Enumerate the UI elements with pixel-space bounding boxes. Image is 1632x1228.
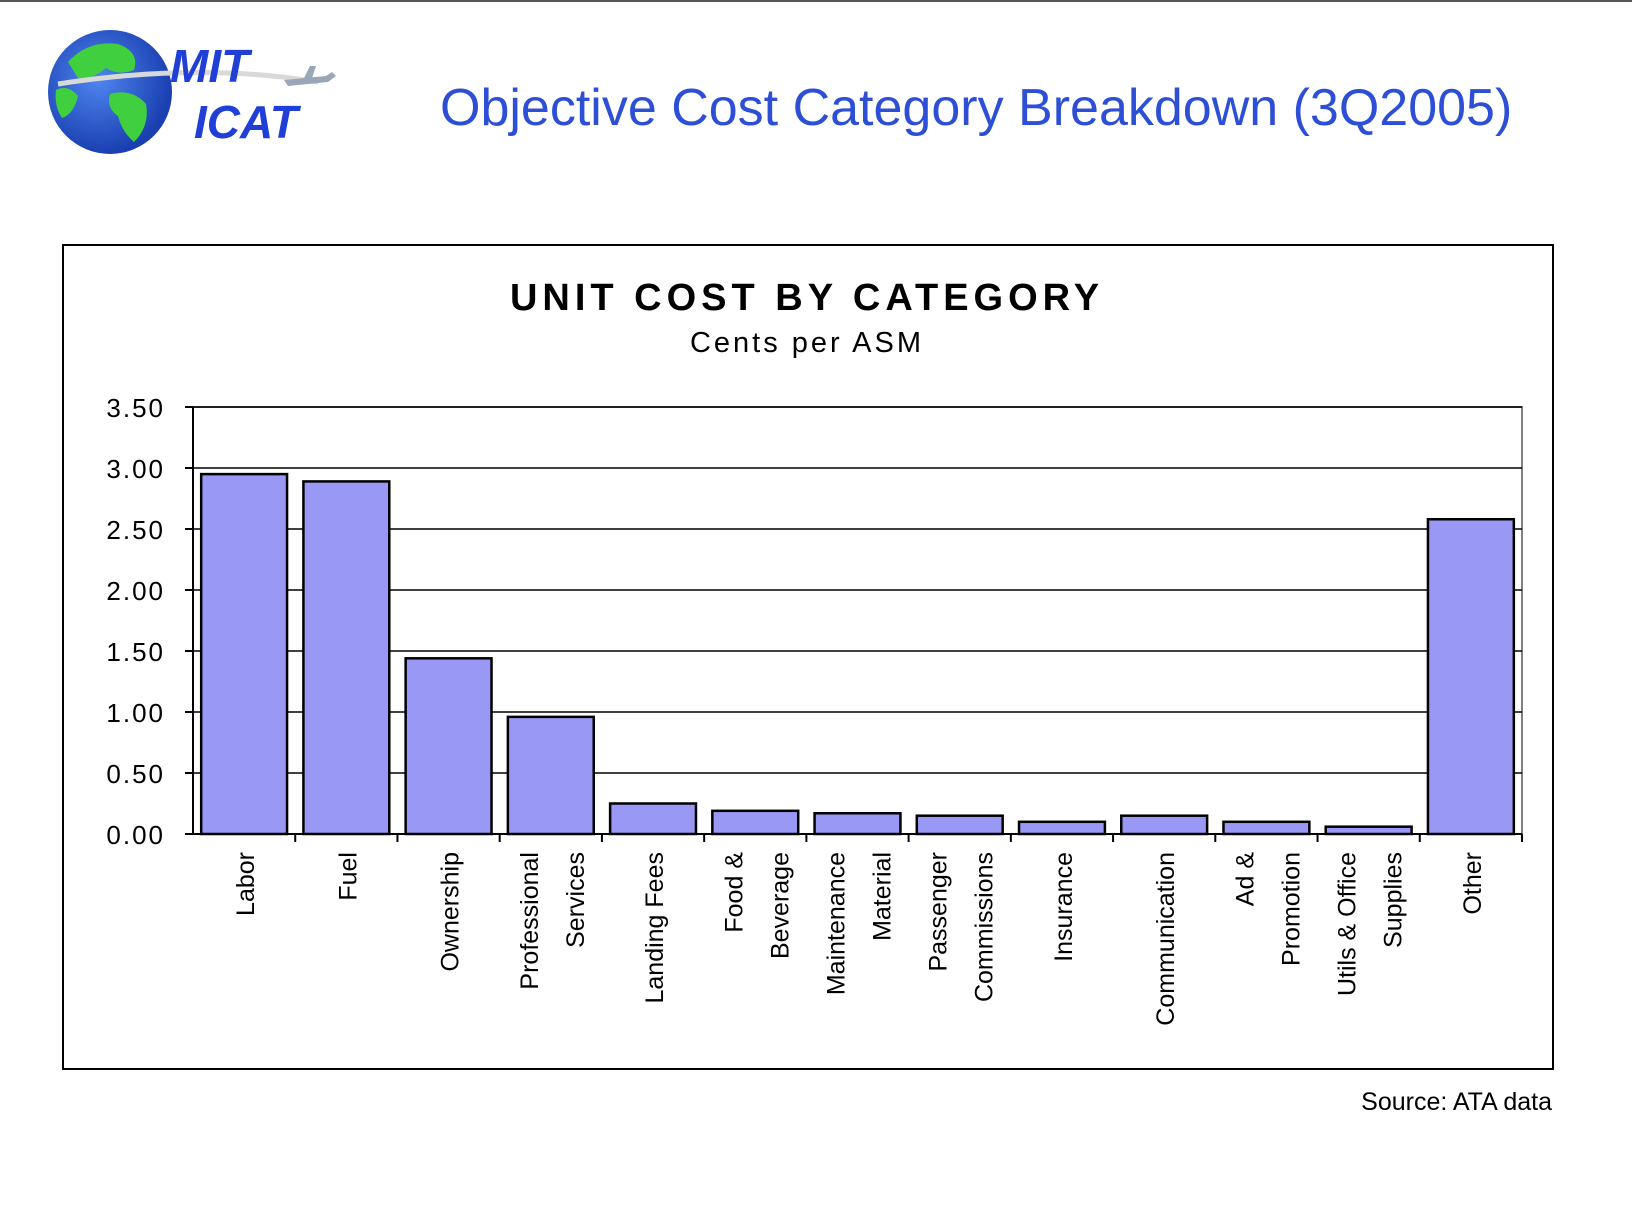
x-tick-label: Supplies	[1380, 852, 1408, 948]
x-tick-label: Utils & Office	[1334, 852, 1362, 996]
airplane-icon	[284, 66, 336, 86]
bar	[302, 480, 391, 836]
x-tick-label: Fuel	[334, 852, 362, 901]
x-tick-label: Labor	[232, 852, 260, 916]
tick-labels: 0.00 0.50 1.00 1.50 2.00 2.50 3.00 3.50 Labor Fue…	[106, 393, 1486, 1026]
slide-title: Objective Cost Category Breakdown (3Q200…	[440, 79, 1513, 137]
globe-land-west	[55, 88, 78, 118]
x-tick-label: Commissions	[971, 852, 999, 1002]
plot-area	[192, 406, 1523, 835]
source-note: Source: ATA data	[1361, 1088, 1552, 1116]
globe-land-south	[109, 92, 147, 142]
bar	[1017, 820, 1107, 836]
x-tick-label: Services	[562, 852, 590, 948]
bar	[1324, 825, 1413, 836]
x-tick-label: Insurance	[1050, 852, 1078, 962]
chart-frame	[62, 244, 1554, 1070]
x-tick-label: Food &	[720, 852, 748, 933]
globe-land-north	[68, 43, 136, 79]
chart-title: UNIT COST BY CATEGORY	[510, 277, 1104, 319]
y-tick-label: 2.00	[106, 576, 165, 606]
y-tick-label: 3.50	[106, 393, 165, 423]
bar	[1120, 814, 1209, 836]
x-tick-label: Professional	[516, 852, 544, 990]
chart-subtitle: Cents per ASM	[690, 327, 924, 359]
bar	[813, 812, 902, 836]
top-rule	[0, 0, 1632, 2]
logo-text-icat: ICAT	[194, 96, 302, 148]
bar	[915, 814, 1004, 836]
y-tick-label: 1.00	[106, 698, 165, 728]
bars	[199, 472, 1516, 836]
x-tick-label: Maintenance	[823, 852, 851, 995]
logo-text-mit: MIT	[170, 40, 253, 92]
x-tick-label: Material	[869, 852, 897, 941]
x-tick-label: Ad &	[1231, 852, 1259, 907]
x-tick-label: Ownership	[437, 852, 465, 972]
mit-icat-logo: MIT ICAT	[48, 30, 336, 154]
bar	[608, 802, 698, 836]
y-tick-label: 0.50	[106, 759, 165, 789]
x-tick-label: Beverage	[766, 852, 794, 959]
y-tick-label: 2.50	[106, 515, 165, 545]
y-tick-label: 3.00	[106, 454, 165, 484]
axes	[185, 406, 1523, 842]
x-tick-label: Promotion	[1277, 852, 1305, 966]
bar	[199, 472, 289, 836]
plane-trail	[57, 69, 319, 87]
bar	[404, 657, 493, 836]
bar	[1426, 517, 1516, 836]
y-tick-label: 0.00	[106, 820, 165, 850]
bar	[1222, 820, 1311, 836]
x-tick-label: Landing Fees	[641, 852, 669, 1004]
gridlines	[193, 406, 1522, 774]
x-tick-label: Other	[1459, 852, 1487, 915]
x-tick-label: Communication	[1152, 852, 1180, 1026]
x-tick-label: Passenger	[925, 852, 953, 972]
y-tick-label: 1.50	[106, 637, 165, 667]
bar	[711, 809, 800, 836]
bar	[506, 715, 595, 836]
